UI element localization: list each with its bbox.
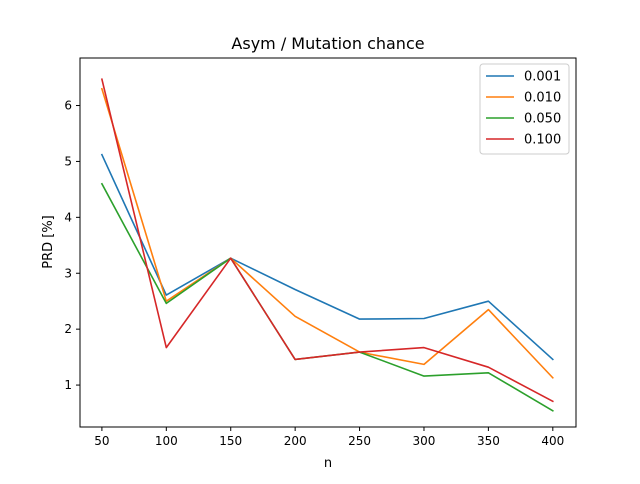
x-tick-label: 400 bbox=[541, 434, 564, 448]
y-tick-label: 1 bbox=[64, 378, 72, 392]
legend-label-0.100: 0.100 bbox=[524, 133, 561, 148]
legend-box bbox=[479, 63, 570, 155]
legend-label-0.010: 0.010 bbox=[524, 91, 561, 106]
x-tick-label: 200 bbox=[284, 434, 307, 448]
chart-title: Asym / Mutation chance bbox=[231, 34, 424, 53]
y-tick-label: 2 bbox=[64, 322, 72, 336]
axes-frame bbox=[79, 57, 577, 428]
legend-label-0.001: 0.001 bbox=[524, 70, 561, 85]
x-tick-label: 350 bbox=[477, 434, 500, 448]
x-axis-label: n bbox=[324, 456, 332, 471]
y-tick-label: 6 bbox=[64, 99, 72, 113]
y-axis-label: PRD [%] bbox=[41, 215, 56, 269]
x-tick-label: 100 bbox=[155, 434, 178, 448]
x-tick-label: 50 bbox=[94, 434, 109, 448]
legend: 0.001 0.010 0.050 0.100 bbox=[479, 63, 570, 155]
series-line-0.001 bbox=[100, 153, 554, 361]
axis-ticks: 50 100 150 200 250 300 350 400 1 2 3 4 5 6 bbox=[64, 99, 564, 448]
x-tick-label: 150 bbox=[219, 434, 242, 448]
x-tick-label: 250 bbox=[348, 434, 371, 448]
plot-area bbox=[100, 78, 554, 412]
y-tick-label: 3 bbox=[64, 266, 72, 280]
series-line-0.010 bbox=[100, 87, 554, 379]
y-tick-label: 5 bbox=[64, 154, 72, 168]
legend-label-0.050: 0.050 bbox=[524, 112, 561, 127]
x-tick-label: 300 bbox=[413, 434, 436, 448]
y-tick-label: 4 bbox=[64, 210, 72, 224]
series-line-0.100 bbox=[100, 78, 554, 403]
